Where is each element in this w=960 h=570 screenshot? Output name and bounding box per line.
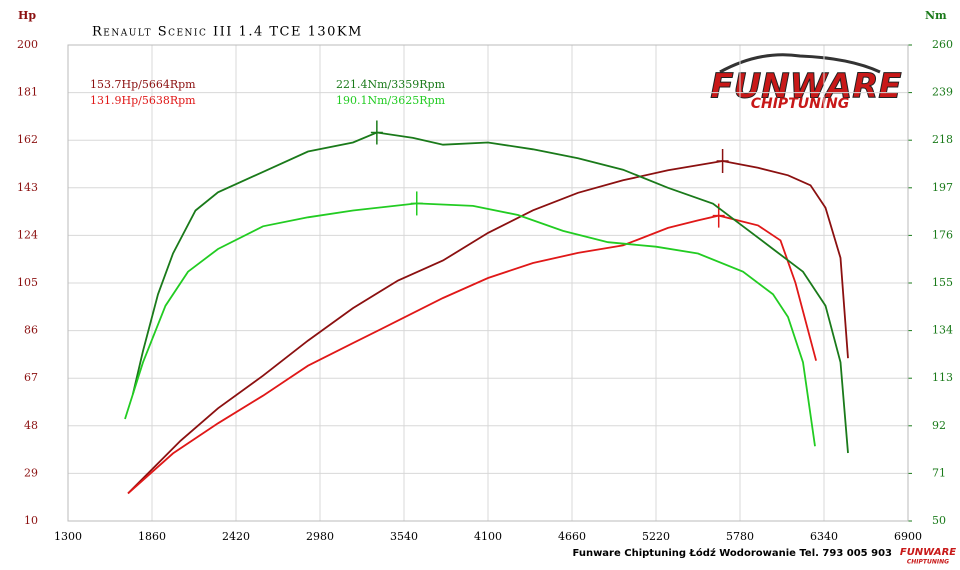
y2-tick-label: 50 (932, 514, 946, 527)
plot-frame (67, 44, 909, 522)
series-line (127, 160, 849, 495)
annotation: 190.1Nm/3625Rpm (336, 94, 446, 107)
y2-tick-label: 134 (932, 324, 953, 337)
footer: Funware Chiptuning Łódź Wodorowanie Tel.… (573, 547, 893, 559)
x-tick-label: 4660 (558, 530, 586, 543)
y-tick-label: 48 (24, 419, 38, 432)
x-tick-label: 5220 (642, 530, 670, 543)
x-tick-label: 2420 (222, 530, 250, 543)
x-tick-label: 4100 (474, 530, 502, 543)
y2-tick-label: 218 (932, 133, 953, 146)
y-tick-label: 86 (24, 324, 38, 337)
x-tick-label: 1860 (138, 530, 166, 543)
x-tick-label: 1300 (54, 530, 82, 543)
logo-subtext: CHIPTUNING (751, 96, 850, 112)
y2-tick-label: 197 (932, 181, 953, 194)
y-tick-label: 105 (17, 276, 38, 289)
y-tick-label: 67 (24, 371, 38, 384)
y2-tick-label: 260 (932, 38, 953, 51)
series-line (127, 214, 817, 495)
small-logo: FUNWARE (900, 547, 956, 558)
series-line (124, 202, 816, 447)
y-tick-label: 200 (17, 38, 38, 51)
y-tick-label: 162 (17, 133, 38, 146)
y-tick-label: 29 (24, 466, 38, 479)
x-tick-label: 6900 (894, 530, 922, 543)
chart-title: Renault Scenic III 1.4 TCE 130KM (92, 25, 363, 40)
small-logo-subtext: CHIPTUNING (907, 559, 949, 566)
y2-tick-label: 71 (932, 466, 946, 479)
y2-tick-label: 155 (932, 276, 953, 289)
y2-tick-label: 176 (932, 228, 953, 241)
annotation: 221.4Nm/3359Rpm (336, 78, 446, 91)
y-tick-label: 143 (17, 181, 38, 194)
series-line (132, 131, 849, 454)
y2-tick-label: 113 (932, 371, 953, 384)
logo-text: FUNWARE (710, 67, 901, 107)
y2-axis-label: Nm (925, 9, 947, 22)
logo-car (719, 53, 881, 74)
y-tick-label: 181 (17, 86, 38, 99)
x-tick-label: 6340 (810, 530, 838, 543)
x-tick-label: 2980 (306, 530, 334, 543)
y-tick-label: 10 (24, 514, 38, 527)
y2-tick-label: 92 (932, 419, 946, 432)
y-axis-label: Hp (18, 9, 36, 22)
annotation: 153.7Hp/5664Rpm (90, 78, 196, 91)
x-tick-label: 3540 (390, 530, 418, 543)
y2-tick-label: 239 (932, 86, 953, 99)
annotation: 131.9Hp/5638Rpm (90, 94, 196, 107)
y-tick-label: 124 (17, 228, 38, 241)
x-tick-label: 5780 (726, 530, 754, 543)
